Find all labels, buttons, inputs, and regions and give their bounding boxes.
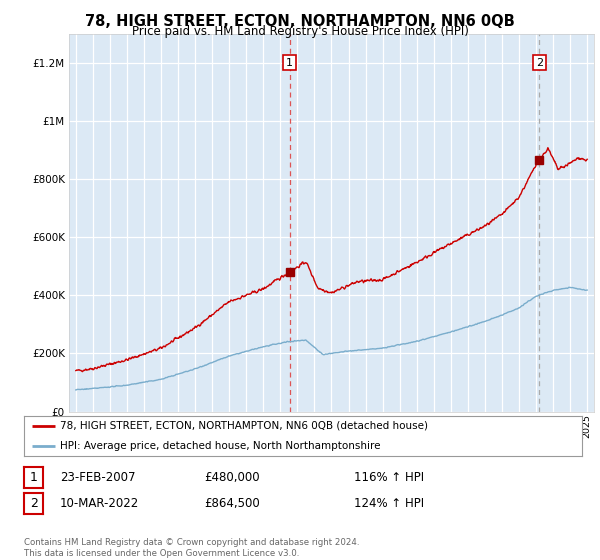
Text: 2: 2 bbox=[536, 58, 543, 68]
Text: 2: 2 bbox=[29, 497, 38, 510]
Text: 116% ↑ HPI: 116% ↑ HPI bbox=[354, 471, 424, 484]
Text: 10-MAR-2022: 10-MAR-2022 bbox=[60, 497, 139, 510]
Text: 1: 1 bbox=[29, 471, 38, 484]
Text: 78, HIGH STREET, ECTON, NORTHAMPTON, NN6 0QB: 78, HIGH STREET, ECTON, NORTHAMPTON, NN6… bbox=[85, 14, 515, 29]
Text: £864,500: £864,500 bbox=[204, 497, 260, 510]
Text: Price paid vs. HM Land Registry's House Price Index (HPI): Price paid vs. HM Land Registry's House … bbox=[131, 25, 469, 38]
Text: HPI: Average price, detached house, North Northamptonshire: HPI: Average price, detached house, Nort… bbox=[60, 441, 381, 451]
Text: £480,000: £480,000 bbox=[204, 471, 260, 484]
Text: 124% ↑ HPI: 124% ↑ HPI bbox=[354, 497, 424, 510]
Text: 78, HIGH STREET, ECTON, NORTHAMPTON, NN6 0QB (detached house): 78, HIGH STREET, ECTON, NORTHAMPTON, NN6… bbox=[60, 421, 428, 431]
Text: 23-FEB-2007: 23-FEB-2007 bbox=[60, 471, 136, 484]
Text: 1: 1 bbox=[286, 58, 293, 68]
Text: Contains HM Land Registry data © Crown copyright and database right 2024.
This d: Contains HM Land Registry data © Crown c… bbox=[24, 538, 359, 558]
